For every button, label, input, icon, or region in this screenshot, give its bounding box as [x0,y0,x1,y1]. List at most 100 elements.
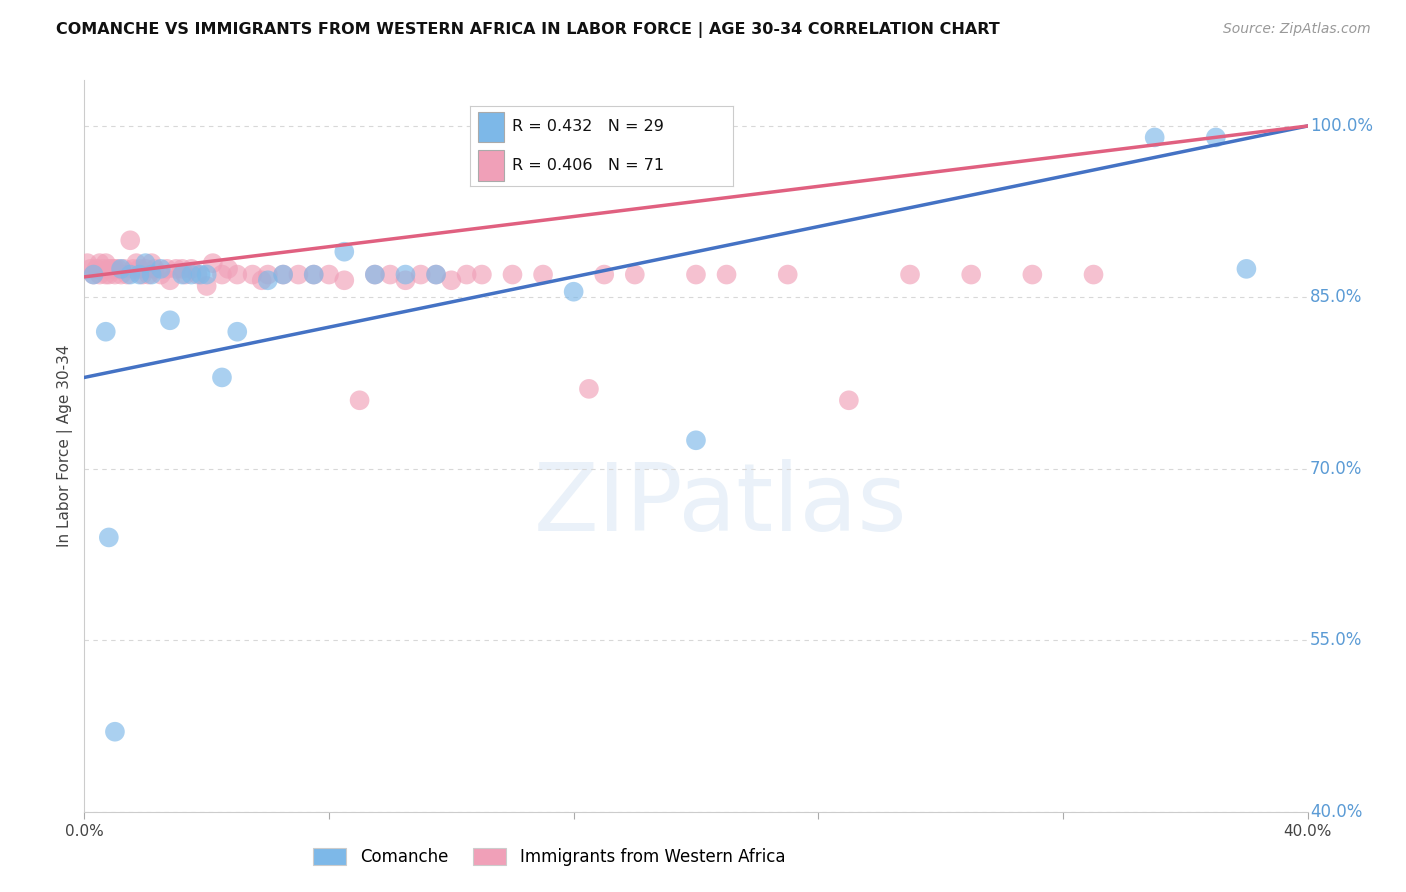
Text: 55.0%: 55.0% [1310,632,1362,649]
Point [128,268,150,282]
Point [83,268,105,282]
Point [94,325,117,339]
Point [1143,130,1166,145]
Point [364,268,387,282]
Point [250,273,273,287]
Point [456,268,478,282]
Point [624,268,647,282]
Point [149,261,172,276]
Point [409,268,432,282]
Point [654,165,676,179]
Point [257,273,280,287]
Point [165,261,187,276]
Point [425,268,447,282]
Point [138,268,160,282]
Text: COMANCHE VS IMMIGRANTS FROM WESTERN AFRICA IN LABOR FORCE | AGE 30-34 CORRELATIO: COMANCHE VS IMMIGRANTS FROM WESTERN AFRI… [56,22,1000,38]
Point [380,268,402,282]
Point [190,268,212,282]
Point [186,268,208,282]
Point [302,268,325,282]
Point [112,261,135,276]
Point [104,261,127,276]
Point [107,261,129,276]
Point [226,325,249,339]
Point [776,268,799,282]
Point [394,273,416,287]
Point [110,261,132,276]
Point [271,268,294,282]
Point [141,268,163,282]
Point [180,261,202,276]
Text: 40.0%: 40.0% [1310,803,1362,821]
Point [122,261,145,276]
Point [531,268,554,282]
Point [141,256,163,270]
Point [135,261,157,276]
Point [1021,268,1043,282]
Point [174,268,197,282]
Point [394,268,416,282]
Point [716,268,738,282]
Point [91,261,114,276]
Point [578,382,600,396]
Point [333,273,356,287]
Text: 70.0%: 70.0% [1310,460,1362,478]
Point [131,268,153,282]
Point [195,279,218,293]
Point [172,268,194,282]
Point [257,268,280,282]
Point [172,261,194,276]
Point [104,268,127,282]
Text: 85.0%: 85.0% [1310,288,1362,307]
Point [685,434,707,448]
Point [1205,130,1227,145]
Point [195,268,218,282]
Point [1083,268,1105,282]
Point [83,268,105,282]
Point [120,233,142,247]
Point [333,244,356,259]
Point [898,268,921,282]
Point [201,256,224,270]
Point [364,268,387,282]
Point [838,393,860,408]
Point [217,261,239,276]
Point [318,268,340,282]
Point [135,256,157,270]
Point [79,261,101,276]
Point [159,313,181,327]
Point [89,256,111,270]
Point [89,268,111,282]
Legend: Comanche, Immigrants from Western Africa: Comanche, Immigrants from Western Africa [307,841,792,873]
Point [685,268,707,282]
Point [94,268,117,282]
Point [180,268,202,282]
Point [242,268,264,282]
Y-axis label: In Labor Force | Age 30-34: In Labor Force | Age 30-34 [58,344,73,548]
Point [159,273,181,287]
Point [287,268,309,282]
Point [593,268,616,282]
Point [156,261,179,276]
Point [97,530,120,544]
Point [1234,261,1257,276]
Point [271,268,294,282]
Point [97,268,120,282]
Point [425,268,447,282]
Point [143,261,166,276]
Text: ZIPatlas: ZIPatlas [534,458,907,550]
Point [125,256,148,270]
Point [562,285,585,299]
Point [128,261,150,276]
Point [440,273,463,287]
Point [115,268,138,282]
Text: 100.0%: 100.0% [1310,117,1374,135]
Point [110,268,132,282]
Point [97,261,120,276]
Point [94,256,117,270]
Point [471,268,494,282]
Point [349,393,371,408]
Point [101,261,124,276]
Text: Source: ZipAtlas.com: Source: ZipAtlas.com [1223,22,1371,37]
Point [226,268,249,282]
